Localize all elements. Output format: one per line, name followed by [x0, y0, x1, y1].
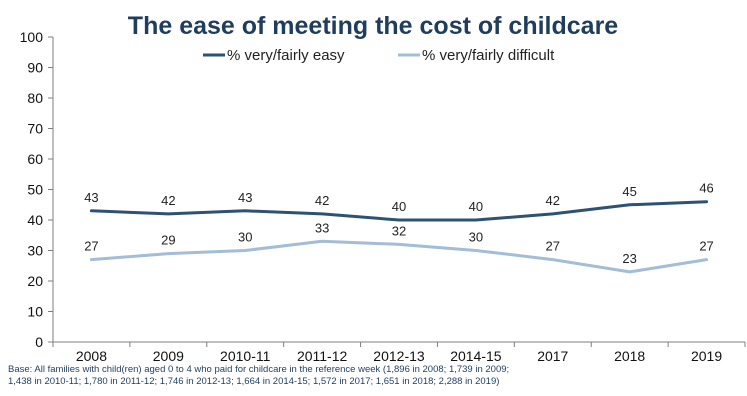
legend-label-difficult: % very/fairly difficult — [422, 47, 555, 64]
legend: % very/fairly easy % very/fairly difficu… — [203, 47, 555, 64]
base-note-line-2: 1,438 in 2010-11; 1,780 in 2011-12; 1,74… — [8, 376, 500, 387]
base-note: Base: All families with child(ren) aged … — [8, 364, 738, 388]
data-label: 27 — [546, 239, 560, 254]
data-label: 32 — [392, 223, 406, 238]
x-tick-label: 2010-11 — [220, 348, 271, 364]
legend-label-easy: % very/fairly easy — [227, 47, 345, 64]
data-label: 23 — [622, 251, 636, 266]
x-tick-label: 2014-15 — [450, 348, 502, 364]
y-tick-label: 40 — [27, 212, 43, 228]
x-tick-label: 2012-13 — [373, 348, 425, 364]
data-label: 40 — [392, 199, 406, 214]
base-note-line-1: Base: All families with child(ren) aged … — [8, 364, 510, 375]
y-axis: 0 10 20 30 40 50 60 70 80 90 100 — [20, 29, 54, 350]
data-label: 42 — [315, 193, 329, 208]
y-tick-label: 30 — [27, 243, 43, 259]
data-label: 43 — [84, 190, 98, 205]
x-tick-label: 2009 — [153, 348, 184, 364]
x-tick-label: 2011-12 — [297, 348, 348, 364]
data-label: 43 — [238, 190, 252, 205]
y-tick-label: 50 — [27, 182, 43, 198]
series-layer — [89, 200, 709, 274]
data-label: 30 — [469, 230, 483, 245]
y-tick-label: 90 — [27, 60, 43, 76]
data-label: 30 — [238, 230, 252, 245]
data-label: 33 — [315, 220, 329, 235]
x-tick-label: 2018 — [614, 348, 645, 364]
y-tick-label: 10 — [27, 304, 43, 320]
chart-title: The ease of meeting the cost of childcar… — [128, 12, 619, 40]
y-tick-label: 0 — [35, 334, 43, 350]
x-tick-label: 2017 — [537, 348, 568, 364]
data-labels: 43 42 43 42 40 40 42 45 46 27 29 30 33 32 30 27 23 27 — [84, 181, 714, 266]
y-tick-label: 70 — [27, 121, 43, 137]
y-tick-label: 80 — [27, 90, 43, 106]
y-tick-label: 100 — [20, 29, 44, 45]
data-label: 42 — [161, 193, 175, 208]
x-tick-label: 2008 — [76, 348, 107, 364]
data-label: 27 — [84, 239, 98, 254]
series-line-1 — [89, 239, 709, 274]
data-label: 27 — [699, 239, 713, 254]
series-line-0 — [89, 200, 709, 222]
x-axis: 2008 2009 2010-11 2011-12 2012-13 2014-15 2017… — [52, 341, 746, 364]
data-label: 29 — [161, 233, 175, 248]
y-tick-label: 60 — [27, 151, 43, 167]
y-tick-label: 20 — [27, 273, 43, 289]
data-label: 46 — [699, 181, 713, 196]
data-label: 42 — [546, 193, 560, 208]
data-label: 45 — [622, 184, 636, 199]
data-label: 40 — [469, 199, 483, 214]
x-tick-label: 2019 — [691, 348, 722, 364]
